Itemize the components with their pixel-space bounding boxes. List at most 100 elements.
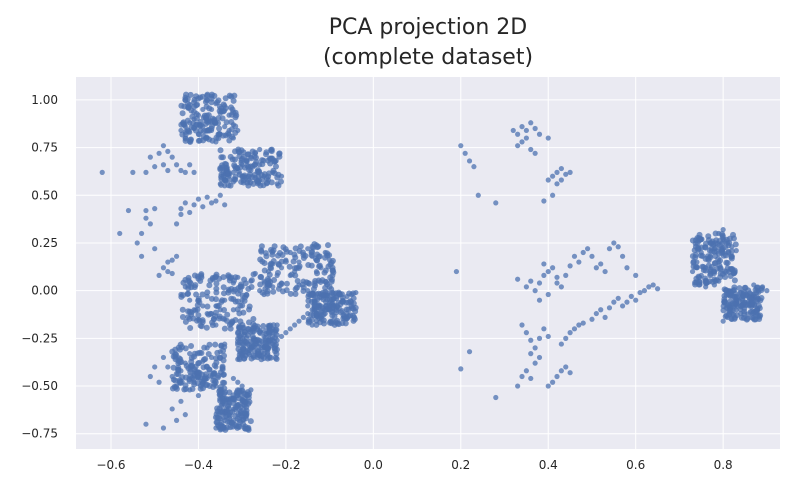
cluster-a-point: [199, 93, 206, 100]
scatter-point: [576, 259, 582, 265]
scatter-point: [195, 392, 202, 399]
scatter-point: [764, 288, 770, 294]
scatter-point: [230, 375, 237, 382]
chart-title-line-1: PCA projection 2D: [329, 15, 527, 40]
scatter-point: [493, 200, 499, 206]
scatter-point: [178, 127, 184, 134]
scatter-point: [217, 421, 223, 427]
scatter-point: [252, 270, 258, 277]
scatter-point: [619, 303, 626, 309]
cluster-e-point: [219, 363, 226, 370]
scatter-point: [593, 265, 599, 271]
scatter-point: [169, 270, 175, 277]
scatter-point: [528, 120, 534, 126]
scatter-point: [265, 177, 271, 183]
scatter-point: [235, 379, 241, 385]
scatter-point: [554, 169, 560, 175]
cluster-h-point: [323, 293, 330, 300]
scatter-point: [694, 265, 700, 271]
scatter-point: [510, 127, 516, 134]
scatter-point: [283, 257, 289, 263]
cluster-e-point: [172, 351, 179, 358]
cluster-d-point: [322, 284, 329, 291]
scatter-point: [265, 330, 271, 336]
scatter-point: [261, 291, 267, 298]
cluster-c-point: [187, 324, 194, 331]
x-tick-label: 0.6: [626, 458, 645, 472]
scatter-point: [711, 268, 718, 275]
scatter-point: [274, 272, 280, 278]
scatter-point: [156, 272, 162, 278]
y-axis-ticks: 1.00 0.75 0.50 0.25 0.00 −0.25 −0.50 −0.75: [21, 93, 58, 441]
y-tick-label: −0.75: [21, 427, 58, 441]
scatter-point: [239, 173, 245, 179]
cluster-h-point: [343, 306, 350, 313]
cluster-d-point: [290, 258, 297, 265]
cluster-f-point: [247, 418, 254, 425]
cluster-i-point: [723, 259, 730, 266]
scatter-point: [641, 288, 648, 294]
y-tick-label: 0.75: [31, 141, 58, 155]
cluster-c-point: [184, 291, 191, 298]
scatter-point: [305, 288, 311, 294]
cluster-g-point: [249, 328, 256, 335]
cluster-a-point: [191, 99, 198, 106]
cluster-b-point: [245, 182, 252, 189]
cluster-b-point: [251, 172, 258, 179]
scatter-point: [270, 169, 276, 175]
scatter-point: [195, 131, 202, 137]
scatter-point: [742, 299, 748, 305]
cluster-h-point: [335, 305, 342, 312]
scatter-point: [615, 295, 621, 301]
scatter-point: [226, 173, 232, 179]
cluster-j-point: [720, 307, 727, 314]
scatter-point: [213, 364, 219, 370]
scatter-point: [558, 341, 564, 347]
cluster-e-point: [220, 357, 227, 364]
scatter-point: [213, 120, 219, 126]
scatter-point: [191, 169, 197, 175]
scatter-point: [624, 299, 630, 305]
scatter-point: [178, 368, 184, 374]
cluster-h-point: [305, 316, 312, 323]
scatter-point: [270, 261, 276, 267]
scatter-point: [117, 230, 123, 237]
cluster-c-point: [195, 275, 202, 282]
scatter-point: [313, 242, 320, 248]
scatter-point: [550, 379, 556, 385]
cluster-d-point: [327, 274, 334, 281]
scatter-point: [720, 227, 726, 233]
scatter-point: [222, 124, 228, 130]
cluster-d-point: [302, 252, 309, 259]
scatter-point: [318, 265, 324, 271]
scatter-point: [545, 291, 551, 298]
cluster-g-point: [260, 350, 267, 357]
cluster-j-point: [754, 306, 761, 313]
scatter-point: [536, 280, 543, 286]
scatter-point: [462, 150, 468, 156]
cluster-c-point: [224, 311, 231, 318]
cluster-c-point: [241, 276, 248, 283]
scatter-point: [305, 310, 311, 317]
cluster-e-point: [176, 377, 183, 384]
scatter-point: [458, 143, 464, 149]
cluster-j-point: [732, 293, 739, 300]
scatter-point: [265, 345, 271, 351]
cluster-c-point: [228, 295, 235, 302]
scatter-point: [532, 125, 538, 132]
scatter-point: [182, 200, 188, 206]
scatter-point: [160, 162, 167, 168]
cluster-b-point: [227, 153, 234, 160]
scatter-point: [296, 318, 302, 324]
x-axis-ticks: −0.6 −0.4 −0.2 0.0 0.2 0.4 0.6 0.8: [96, 458, 732, 472]
scatter-point: [602, 314, 608, 320]
scatter-point: [637, 289, 643, 296]
scatter-point: [515, 383, 521, 389]
scatter-point: [541, 272, 547, 278]
scatter-point: [169, 257, 175, 263]
cluster-f-point: [216, 388, 223, 395]
scatter-point: [287, 326, 293, 332]
scatter-point: [545, 383, 551, 389]
cluster-d-point: [270, 288, 277, 295]
cluster-c-point: [179, 306, 186, 313]
